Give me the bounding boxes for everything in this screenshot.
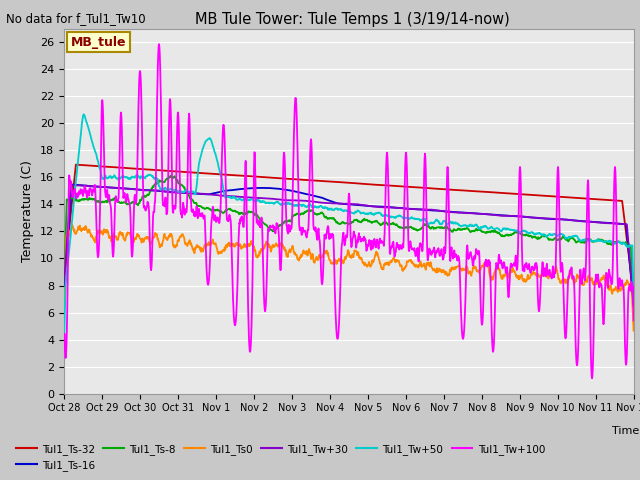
- Text: Time: Time: [612, 426, 639, 436]
- Legend: Tul1_Ts-32, Tul1_Ts-16, Tul1_Ts-8, Tul1_Ts0, Tul1_Tw+30, Tul1_Tw+50, Tul1_Tw+100: Tul1_Ts-32, Tul1_Ts-16, Tul1_Ts-8, Tul1_…: [12, 439, 549, 475]
- Text: MB Tule Tower: Tule Temps 1 (3/19/14-now): MB Tule Tower: Tule Temps 1 (3/19/14-now…: [195, 12, 509, 27]
- Text: No data for f_Tul1_Tw10: No data for f_Tul1_Tw10: [6, 12, 146, 25]
- Y-axis label: Temperature (C): Temperature (C): [22, 160, 35, 262]
- Text: MB_tule: MB_tule: [71, 36, 127, 49]
